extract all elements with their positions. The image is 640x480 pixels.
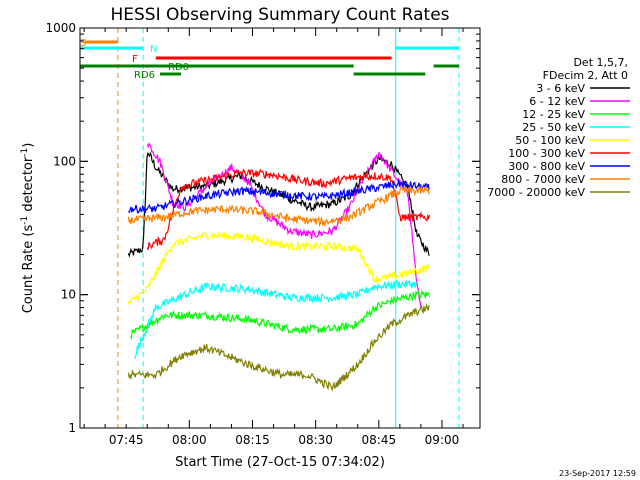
series-line-8: [127, 185, 430, 228]
legend-label: 3 - 6 keV: [536, 82, 585, 95]
x-axis-label: Start Time (27-Oct-15 07:34:02): [175, 455, 385, 470]
series-line-9: [127, 303, 430, 392]
y-tick-label: 100: [53, 154, 76, 168]
x-tick-label: 09:00: [425, 433, 460, 447]
y-axis-label: Count Rate (s-1 detector-1): [20, 143, 36, 314]
y-tick-label: 10: [61, 288, 76, 302]
y-axis-ticks: 1 10 100 1000: [45, 21, 480, 435]
state-label-rd0: RD0: [168, 62, 189, 73]
plot-frame: [79, 27, 481, 429]
legend-label: 300 - 800 keV: [508, 160, 585, 173]
plot-area: S N F RD0 RD6: [79, 28, 460, 428]
footer-timestamp: 23-Sep-2017 12:59: [559, 469, 636, 478]
state-label-f: F: [132, 54, 138, 65]
x-tick-label: 07:45: [109, 433, 144, 447]
legend-label: 800 - 7000 keV: [501, 173, 585, 186]
state-label-n: N: [150, 44, 157, 55]
state-label-rd6: RD6: [134, 70, 155, 81]
legend-label: 7000 - 20000 keV: [487, 186, 585, 199]
legend-label: 100 - 300 keV: [508, 147, 585, 160]
legend-header: Det 1,5,7,: [573, 56, 628, 69]
legend-label: 25 - 50 keV: [522, 121, 585, 134]
series-line-2: [146, 142, 422, 308]
legend-header: FDecim 2, Att 0: [543, 69, 628, 82]
x-tick-label: 08:15: [235, 433, 270, 447]
x-tick-label: 08:00: [172, 433, 207, 447]
state-label-s: S: [80, 38, 86, 49]
x-tick-label: 08:30: [298, 433, 333, 447]
legend-label: 12 - 25 keV: [522, 108, 585, 121]
series-line-4: [134, 279, 418, 359]
series-line-3: [130, 289, 431, 340]
series-line-6: [146, 168, 431, 250]
series-line-7: [128, 179, 430, 214]
x-axis-ticks: 07:45 08:00 08:15 08:30 08:45 09:00: [83, 28, 464, 447]
legend-label: 50 - 100 keV: [515, 134, 585, 147]
legend-label: 6 - 12 keV: [529, 95, 585, 108]
series-line-5: [127, 231, 430, 306]
chart-title: HESSI Observing Summary Count Rates: [110, 5, 449, 25]
series-line-1: [127, 151, 430, 258]
y-tick-label: 1: [68, 421, 76, 435]
x-tick-label: 08:45: [362, 433, 397, 447]
y-tick-label: 1000: [45, 21, 76, 35]
